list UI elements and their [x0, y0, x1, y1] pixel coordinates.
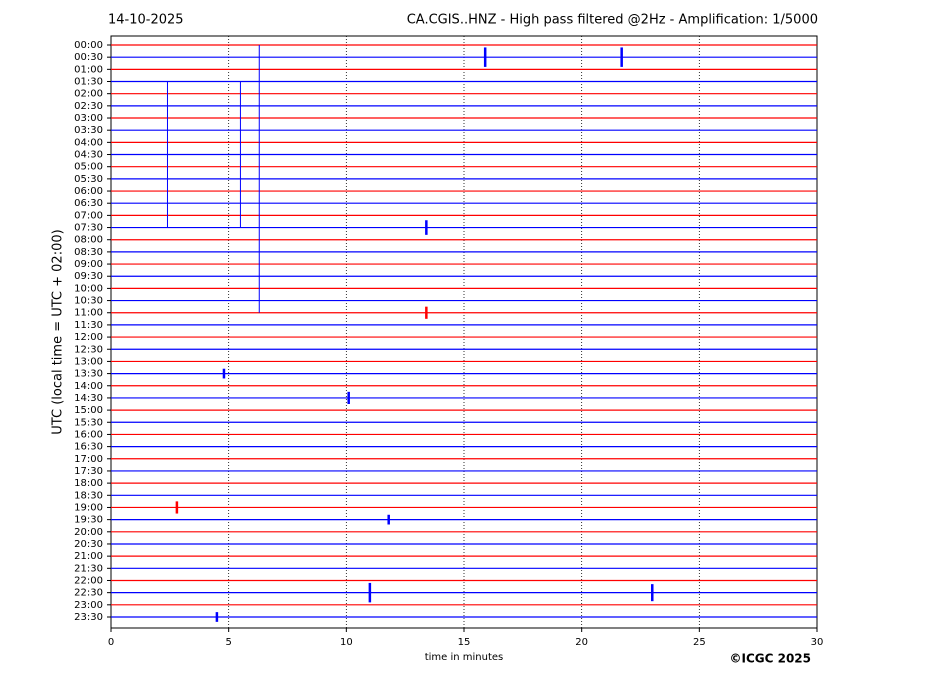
- y-tick-label: 13:30: [74, 369, 103, 380]
- y-tick-label: 23:30: [74, 612, 103, 623]
- y-tick-label: 11:00: [74, 308, 103, 319]
- x-tick-label: 30: [811, 637, 824, 648]
- y-tick-label: 22:30: [74, 588, 103, 599]
- y-tick-label: 12:30: [74, 344, 103, 355]
- y-tick-label: 17:00: [74, 454, 103, 465]
- y-tick-label: 02:00: [74, 89, 103, 100]
- y-tick-label: 11:30: [74, 320, 103, 331]
- x-tick-label: 15: [458, 637, 471, 648]
- y-tick-label: 10:30: [74, 296, 103, 307]
- y-tick-label: 19:00: [74, 502, 103, 513]
- y-tick-label: 14:00: [74, 381, 103, 392]
- y-tick-label: 02:30: [74, 101, 103, 112]
- x-tick-label: 10: [340, 637, 353, 648]
- y-tick-label: 21:30: [74, 563, 103, 574]
- y-tick-label: 08:30: [74, 247, 103, 258]
- x-tick-label: 0: [108, 637, 114, 648]
- y-tick-label: 23:00: [74, 600, 103, 611]
- x-tick-label: 20: [575, 637, 588, 648]
- y-axis-label: UTC (local time = UTC + 02:00): [51, 229, 66, 434]
- plot-frame: [110, 35, 818, 629]
- y-tick-label: 18:30: [74, 490, 103, 501]
- y-tick-label: 22:00: [74, 575, 103, 586]
- x-axis-label: time in minutes: [425, 652, 504, 663]
- y-tick-label: 20:30: [74, 539, 103, 550]
- y-tick-label: 04:00: [74, 137, 103, 148]
- y-tick-label: 17:30: [74, 466, 103, 477]
- y-tick-label: 18:00: [74, 478, 103, 489]
- y-tick-label: 08:00: [74, 235, 103, 246]
- y-tick-label: 21:00: [74, 551, 103, 562]
- y-tick-label: 09:30: [74, 271, 103, 282]
- y-tick-label: 07:30: [74, 223, 103, 234]
- y-tick-label: 19:30: [74, 515, 103, 526]
- y-tick-label: 03:00: [74, 113, 103, 124]
- y-tick-label: 13:00: [74, 356, 103, 367]
- y-tick-label: 15:00: [74, 405, 103, 416]
- y-tick-label: 15:30: [74, 417, 103, 428]
- y-tick-label: 06:00: [74, 186, 103, 197]
- credit: ©ICGC 2025: [729, 652, 811, 666]
- y-tick-label: 10:00: [74, 283, 103, 294]
- date: 14-10-2025: [108, 13, 184, 28]
- y-tick-label: 03:30: [74, 125, 103, 136]
- chart-title: CA.CGIS..HNZ - High pass filtered @2Hz -…: [407, 13, 818, 28]
- y-tick-label: 16:30: [74, 442, 103, 453]
- y-tick-label: 07:00: [74, 210, 103, 221]
- y-tick-label: 00:00: [74, 40, 103, 51]
- y-tick-label: 05:30: [74, 174, 103, 185]
- y-tick-label: 04:30: [74, 150, 103, 161]
- y-tick-label: 16:00: [74, 429, 103, 440]
- y-tick-label: 01:00: [74, 64, 103, 75]
- y-tick-label: 09:00: [74, 259, 103, 270]
- y-tick-label: 00:30: [74, 52, 103, 63]
- y-tick-label: 20:00: [74, 527, 103, 538]
- y-tick-label: 05:00: [74, 162, 103, 173]
- y-tick-label: 01:30: [74, 77, 103, 88]
- y-tick-label: 12:00: [74, 332, 103, 343]
- x-tick-label: 5: [225, 637, 231, 648]
- x-tick-label: 25: [693, 637, 706, 648]
- y-tick-label: 14:30: [74, 393, 103, 404]
- y-tick-label: 06:30: [74, 198, 103, 209]
